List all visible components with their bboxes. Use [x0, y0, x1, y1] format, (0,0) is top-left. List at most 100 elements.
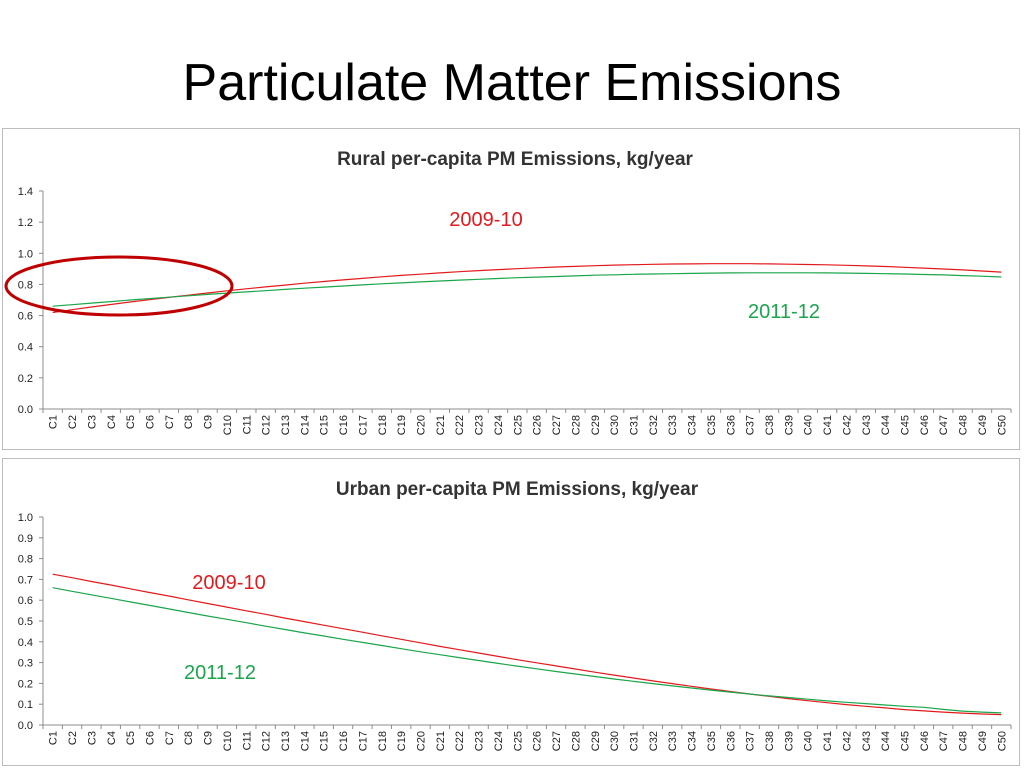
urban-series-line-2009-10 — [52, 573, 1002, 716]
rural-x-tick-label: C7 — [164, 415, 176, 429]
urban-x-tick-label: C47 — [938, 731, 950, 751]
urban-x-tick-label: C43 — [861, 731, 873, 751]
urban-x-tick-label: C46 — [919, 731, 931, 751]
rural-x-tick-label: C3 — [86, 415, 98, 429]
rural-series-line-2011-12 — [52, 272, 1002, 307]
rural-annotation-2009-10: 2009-10 — [449, 209, 522, 231]
rural-x-tick-label: C44 — [880, 415, 892, 435]
rural-y-tick-label: 0.6 — [18, 311, 33, 323]
urban-x-tick-label: C41 — [822, 731, 834, 751]
rural-x-tick-label: C36 — [725, 415, 737, 435]
rural-x-tick-label: C41 — [822, 415, 834, 435]
urban-y-tick-label: 0.7 — [18, 574, 33, 586]
urban-y-tick-label: 0.2 — [18, 678, 33, 690]
urban-x-tick-label: C9 — [203, 731, 215, 745]
rural-x-tick-label: C45 — [900, 415, 912, 435]
urban-chart-panel: Urban per-capita PM Emissions, kg/year 0.… — [2, 458, 1020, 766]
rural-chart-title: Rural per-capita PM Emissions, kg/year — [337, 149, 693, 170]
urban-x-tick-label: C48 — [958, 731, 970, 751]
urban-x-tick-label: C42 — [841, 731, 853, 751]
rural-x-tick-label: C35 — [706, 415, 718, 435]
rural-chart: Rural per-capita PM Emissions, kg/year 0.… — [4, 149, 1012, 435]
urban-x-tick-label: C28 — [570, 731, 582, 751]
rural-x-tick-label: C5 — [125, 415, 137, 429]
urban-x-tick-label: C10 — [222, 731, 234, 751]
urban-chart: Urban per-capita PM Emissions, kg/year 0.… — [18, 479, 1012, 751]
rural-x-tick-label: C20 — [416, 415, 428, 435]
urban-x-tick-label: C40 — [803, 731, 815, 751]
urban-annotation-2011-12: 2011-12 — [184, 662, 256, 684]
urban-y-tick-label: 0.9 — [18, 533, 33, 545]
urban-x-tick-label: C18 — [377, 731, 389, 751]
rural-x-tick-label: C2 — [67, 415, 79, 429]
urban-x-tick-label: C17 — [357, 731, 369, 751]
urban-y-tick-label: 1.0 — [18, 512, 33, 524]
rural-x-tick-label: C32 — [648, 415, 660, 435]
urban-y-tick-label: 0.0 — [18, 720, 33, 732]
rural-x-tick-label: C11 — [241, 415, 253, 434]
rural-x-tick-label: C37 — [745, 415, 757, 435]
urban-y-tick-label: 0.3 — [18, 658, 33, 670]
urban-y-tick-label: 0.4 — [18, 637, 33, 649]
rural-x-tick-label: C31 — [628, 415, 640, 435]
urban-x-tick-label: C35 — [706, 731, 718, 751]
urban-x-tick-label: C45 — [900, 731, 912, 751]
rural-x-tick-label: C40 — [803, 415, 815, 435]
rural-annotation-2011-12: 2011-12 — [748, 301, 820, 323]
urban-x-tick-label: C5 — [125, 731, 137, 745]
rural-x-tick-label: C8 — [183, 415, 195, 429]
rural-x-tick-label: C1 — [48, 415, 60, 429]
rural-x-tick-label: C26 — [532, 415, 544, 435]
rural-x-tick-label: C39 — [783, 415, 795, 435]
rural-x-tick-label: C48 — [958, 415, 970, 435]
rural-x-tick-label: C47 — [938, 415, 950, 435]
urban-x-tick-label: C38 — [764, 731, 776, 751]
rural-x-tick-label: C13 — [280, 415, 292, 435]
rural-x-tick-label: C38 — [764, 415, 776, 435]
rural-x-tick-label: C18 — [377, 415, 389, 435]
rural-x-tick-label: C4 — [106, 415, 118, 429]
urban-x-tick-label: C4 — [106, 731, 118, 745]
slide-title: Particulate Matter Emissions — [182, 54, 842, 112]
rural-x-tick-label: C27 — [551, 415, 563, 435]
rural-x-tick-label: C16 — [338, 415, 350, 435]
rural-x-tick-label: C28 — [570, 415, 582, 435]
rural-x-tick-label: C34 — [687, 415, 699, 435]
urban-x-tick-label: C29 — [590, 731, 602, 751]
urban-x-tick-label: C3 — [86, 731, 98, 745]
urban-x-tick-label: C8 — [183, 731, 195, 745]
rural-y-tick-label: 1.4 — [18, 186, 33, 198]
urban-x-tick-label: C24 — [493, 731, 505, 751]
urban-x-tick-label: C11 — [241, 731, 253, 750]
urban-chart-title: Urban per-capita PM Emissions, kg/year — [336, 479, 699, 500]
urban-x-tick-label: C50 — [996, 731, 1008, 751]
urban-x-tick-label: C49 — [977, 731, 989, 751]
urban-x-tick-label: C37 — [745, 731, 757, 751]
urban-y-tick-label: 0.5 — [18, 616, 33, 628]
rural-x-tick-label: C23 — [474, 415, 486, 435]
rural-x-tick-label: C6 — [144, 415, 156, 429]
urban-annotation-2009-10: 2009-10 — [192, 572, 265, 594]
rural-y-tick-label: 0.0 — [18, 404, 33, 416]
urban-x-tick-label: C22 — [454, 731, 466, 751]
urban-x-tick-label: C26 — [532, 731, 544, 751]
rural-x-tick-label: C17 — [357, 415, 369, 435]
rural-y-tick-label: 1.2 — [18, 217, 33, 229]
rural-x-tick-label: C50 — [996, 415, 1008, 435]
urban-x-tick-label: C14 — [299, 731, 311, 751]
urban-x-tick-label: C44 — [880, 731, 892, 751]
urban-x-tick-label: C27 — [551, 731, 563, 751]
urban-x-tick-label: C20 — [416, 731, 428, 751]
rural-x-tick-label: C10 — [222, 415, 234, 435]
urban-x-tick-label: C2 — [67, 731, 79, 745]
urban-x-tick-label: C13 — [280, 731, 292, 751]
urban-x-tick-label: C30 — [609, 731, 621, 751]
urban-x-tick-label: C25 — [512, 731, 524, 751]
rural-x-tick-label: C29 — [590, 415, 602, 435]
rural-x-tick-label: C21 — [435, 415, 447, 435]
urban-y-tick-label: 0.8 — [18, 554, 33, 566]
urban-x-tick-label: C33 — [667, 731, 679, 751]
urban-x-tick-label: C12 — [261, 731, 273, 751]
rural-y-tick-label: 0.2 — [18, 373, 33, 385]
rural-x-tick-label: C22 — [454, 415, 466, 435]
